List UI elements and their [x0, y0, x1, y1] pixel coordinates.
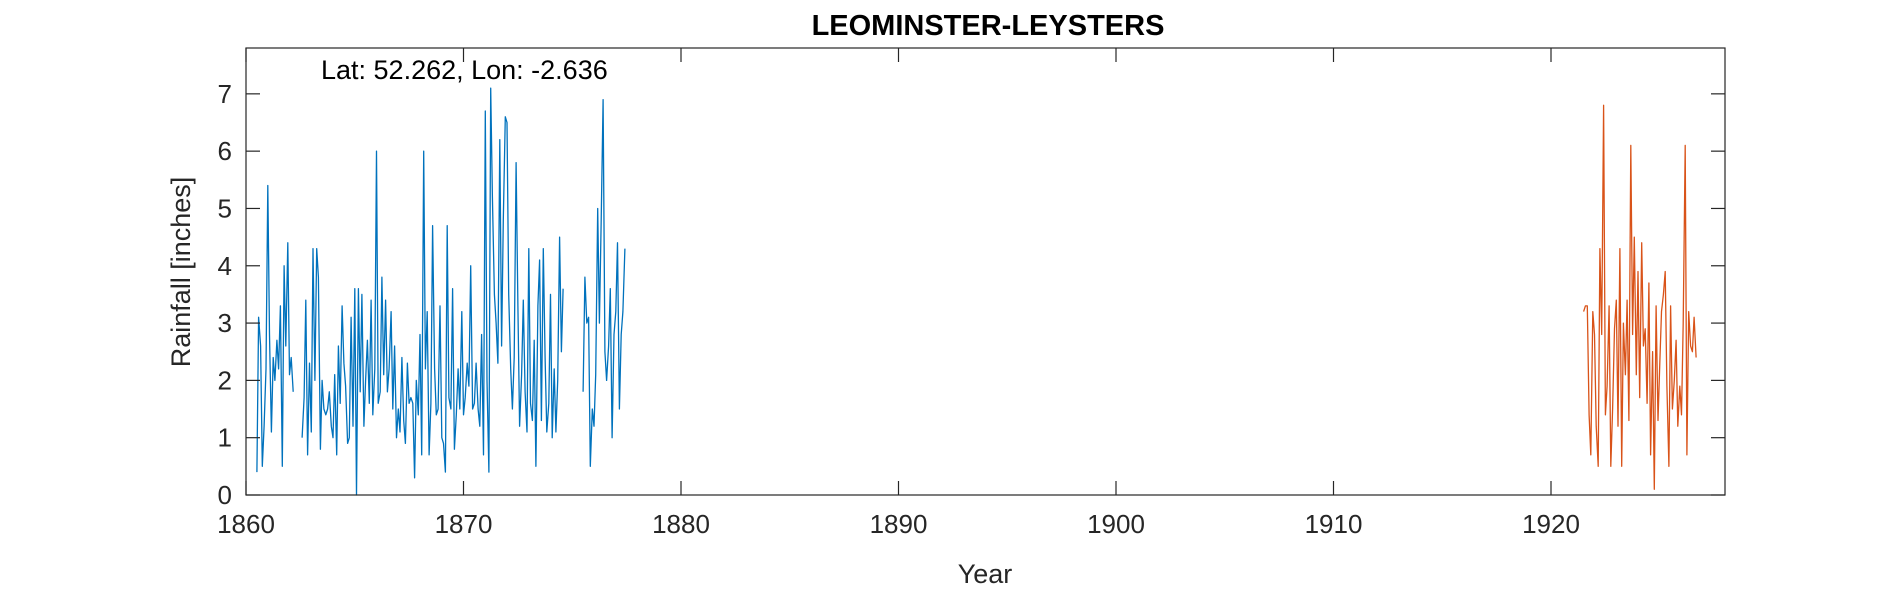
y-tick-label: 3 [218, 308, 232, 338]
x-tick-label: 1900 [1087, 509, 1145, 539]
plot-area [246, 48, 1725, 495]
series-layer [256, 87, 1697, 496]
x-tick-label: 1880 [652, 509, 710, 539]
axes: 1860 1870 1880 1890 1900 1910 1920 0 1 2 3 4 5 6 7 [217, 47, 1726, 539]
location-annotation: Lat: 52.262, Lon: -2.636 [321, 55, 608, 85]
y-tick-label: 7 [218, 79, 232, 109]
series-1-line-segment-3 [582, 98, 626, 467]
series-1-line-segment-2 [301, 87, 564, 496]
y-tick-label: 4 [218, 251, 232, 281]
y-axis-label: Rainfall [inches] [166, 177, 196, 368]
x-axis-label: Year [958, 559, 1013, 589]
x-tick-label: 1860 [217, 509, 275, 539]
x-tick-label: 1870 [435, 509, 493, 539]
chart-title: LEOMINSTER-LEYSTERS [812, 10, 1165, 42]
y-tick-label: 1 [218, 423, 232, 453]
y-tick-label: 2 [218, 365, 232, 395]
x-tick-label: 1890 [870, 509, 928, 539]
x-tick-label: 1910 [1305, 509, 1363, 539]
y-tick-label: 6 [218, 136, 232, 166]
series-2-line-segment-1 [1582, 104, 1697, 490]
series-1-line-segment-1 [256, 184, 294, 473]
y-tick-label: 5 [218, 193, 232, 223]
x-tick-label: 1920 [1522, 509, 1580, 539]
y-tick-label: 0 [218, 480, 232, 510]
axes-box [245, 47, 1726, 496]
